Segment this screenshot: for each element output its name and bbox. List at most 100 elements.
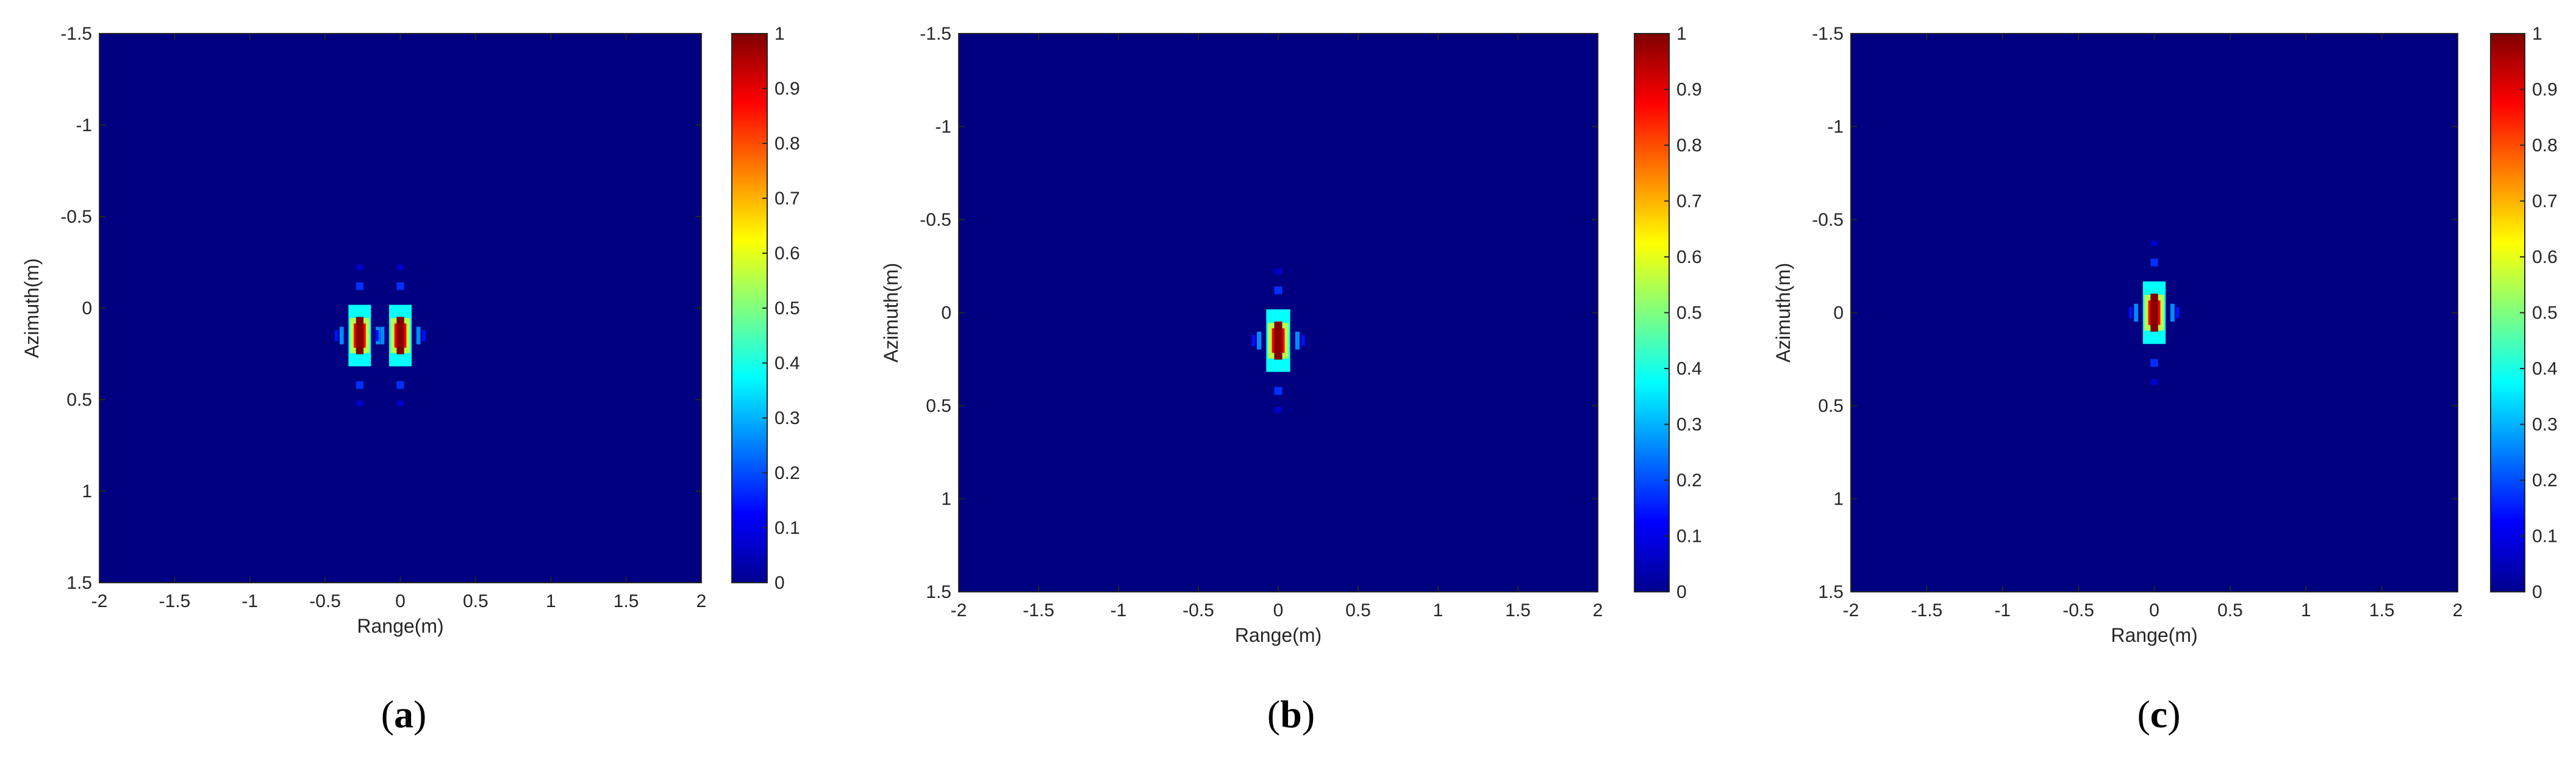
heatmap-cell <box>339 326 344 345</box>
colorbar-tick-label: 0 <box>2532 582 2542 602</box>
y-tick-label: -1.5 <box>60 24 92 44</box>
colorbar <box>2490 33 2525 592</box>
y-tick-label: 0.5 <box>1818 396 1844 416</box>
colorbar-tick-label: 0.9 <box>2532 80 2558 100</box>
heatmap-peak-cell <box>356 325 363 347</box>
x-tick-label: 0.5 <box>2217 600 2243 621</box>
target-2 <box>375 264 426 407</box>
y-tick-label: 1 <box>82 481 92 502</box>
heatmap-cell <box>2176 307 2180 318</box>
x-tick-label: 1 <box>1433 600 1444 621</box>
colorbar-tick-label: 0.9 <box>775 79 800 99</box>
heatmap-peak-cell <box>2150 301 2158 324</box>
y-tick-label: 1.5 <box>926 582 951 602</box>
y-tick-label: 1.5 <box>66 573 92 593</box>
x-tick-label: 0.5 <box>463 591 488 611</box>
y-tick-label: -1 <box>76 115 92 135</box>
heatmap-cell <box>1274 286 1283 295</box>
x-tick-label: -2 <box>951 600 967 621</box>
y-tick-label: -0.5 <box>920 210 951 230</box>
colorbar-tick-label: 0.5 <box>2532 303 2558 323</box>
colorbar-tick-label: 0.5 <box>1676 303 1702 323</box>
panel-a: -2 -1.5 -1 -0.5 0 0.5 1 1.5 2 -1.5 -1 -0.5 0 0.5 1 1.5 R… <box>21 24 800 736</box>
heatmap-cell <box>1301 335 1305 347</box>
x-tick-label: -1.5 <box>1023 600 1054 621</box>
heatmap-cell <box>1256 331 1262 350</box>
y-tick-label: 0.5 <box>926 396 951 416</box>
colorbar-tick-label: 0 <box>1676 582 1687 602</box>
panel-caption: (c) <box>2137 692 2180 736</box>
heatmap-cell <box>2150 258 2158 267</box>
x-tick-label: -0.5 <box>309 591 341 611</box>
panel-caption-letter: a <box>394 692 413 736</box>
y-tick-label: 1 <box>1833 489 1844 509</box>
heatmap-cell <box>2150 359 2158 367</box>
colorbar-tick-label: 0.7 <box>775 189 800 209</box>
x-tick-label: -1 <box>1994 600 2011 621</box>
colorbar-tick-label: 0.8 <box>2532 135 2558 156</box>
y-tick-label: 1 <box>941 489 951 509</box>
heatmap-cell <box>375 330 379 341</box>
heatmap-cell <box>1275 268 1282 275</box>
heatmap-cell <box>396 381 404 389</box>
colorbar-tick-label: 0.8 <box>775 134 800 154</box>
x-tick-label: 1.5 <box>1505 600 1531 621</box>
x-tick-label: 1.5 <box>2369 600 2395 621</box>
colorbar-tick-label: 0.4 <box>775 353 800 373</box>
target-1 <box>1251 268 1305 413</box>
y-axis-label: Azimuth(m) <box>21 258 43 358</box>
colorbar-tick-label: 1 <box>2532 24 2542 44</box>
x-tick-label: 2 <box>1593 600 1603 621</box>
heatmap-cell <box>421 330 426 341</box>
heatmap-cell <box>1295 331 1300 350</box>
x-tick-label: -2 <box>1843 600 1859 621</box>
colorbar <box>731 33 768 583</box>
y-tick-label: -1 <box>1827 117 1844 137</box>
heatmap-cell <box>1251 335 1256 347</box>
colorbar-tick-label: 0.1 <box>2532 527 2558 547</box>
y-tick-label: 0.5 <box>66 390 92 410</box>
heatmap-peak-cell <box>1275 329 1282 352</box>
colorbar <box>1634 33 1670 592</box>
x-tick-label: -0.5 <box>2063 600 2094 621</box>
x-tick-label: -1 <box>1111 600 1127 621</box>
heatmap-cell <box>416 326 421 345</box>
x-tick-label: -1 <box>242 591 258 611</box>
x-tick-label: 1 <box>546 591 556 611</box>
colorbar-tick-label: 0.7 <box>2532 192 2558 212</box>
y-tick-label: -1.5 <box>920 24 951 44</box>
heatmap-peak-cell <box>396 325 404 347</box>
heatmap-cell <box>356 381 364 389</box>
heatmap-cell <box>1275 407 1282 413</box>
y-axis-label: Azimuth(m) <box>880 263 902 363</box>
heatmap-cell <box>2134 303 2139 322</box>
colorbar-tick-label: 0.2 <box>775 463 800 483</box>
panel-caption: (a) <box>381 692 427 736</box>
panel-caption: (b) <box>1267 692 1315 736</box>
colorbar-tick-label: 0.7 <box>1676 192 1702 212</box>
x-tick-label: 2 <box>696 591 707 611</box>
y-tick-label: -1 <box>935 117 951 137</box>
heatmap-cell <box>334 330 338 341</box>
colorbar-tick-label: 0.5 <box>775 298 800 318</box>
x-tick-label: -0.5 <box>1182 600 1214 621</box>
x-tick-label: 2 <box>2453 600 2463 621</box>
heatmap-cell <box>356 264 363 270</box>
target-1 <box>334 264 385 407</box>
heatmap-cell <box>396 282 404 290</box>
x-tick-label: -1.5 <box>1911 600 1943 621</box>
colorbar-tick-label: 0.2 <box>1676 470 1702 491</box>
x-axis-label: Range(m) <box>2111 624 2197 646</box>
colorbar-tick-label: 0.4 <box>2532 359 2558 379</box>
x-tick-label: 1 <box>2301 600 2311 621</box>
x-tick-label: 0.5 <box>1345 600 1371 621</box>
heatmap-cell <box>380 326 385 345</box>
x-tick-label: 1.5 <box>614 591 639 611</box>
heatmap-cell <box>2129 307 2133 318</box>
y-tick-label: -0.5 <box>1812 210 1844 230</box>
y-tick-label: 0 <box>82 298 92 318</box>
y-tick-label: -1.5 <box>1812 24 1844 44</box>
colorbar-tick-label: 1 <box>1676 24 1687 44</box>
colorbar-tick-label: 1 <box>775 24 785 44</box>
y-axis-label: Azimuth(m) <box>1772 263 1794 363</box>
